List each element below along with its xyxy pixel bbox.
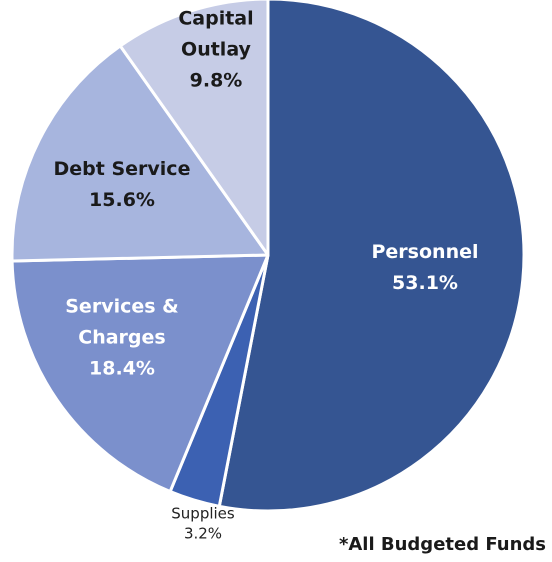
pie-slice-personnel [217,0,526,513]
slice-name-label: Capital [178,8,253,30]
slice-percent-label: 9.8% [190,70,243,92]
slice-label-group: Capital Outlay 9.8% [178,8,253,92]
slice-percent-label: 3.2% [184,525,222,543]
slice-name-label: Charges [78,327,165,349]
slice-percent-label: 15.6% [89,189,155,211]
slice-name-label: Debt Service [54,158,191,180]
slice-label-group: Debt Service 15.6% [54,158,191,211]
pie-slice-capital-outlay [118,0,270,257]
pie-slice-services-charges [10,253,270,494]
slice-name-label: Personnel [372,241,479,263]
pie-slice-debt-service [10,44,270,263]
slice-label-group: Personnel 53.1% [372,241,479,294]
footnote: *All Budgeted Funds [338,534,546,555]
slice-percent-label: 18.4% [89,358,155,380]
slice-name-label: Services & [65,296,178,318]
slice-name-label: Outlay [181,39,252,61]
slice-label-group: Supplies 3.2% [171,505,235,543]
slice-label-group: Services & Charges 18.4% [65,296,178,380]
slice-percent-label: 53.1% [392,272,458,294]
slice-name-label: Supplies [171,505,235,523]
